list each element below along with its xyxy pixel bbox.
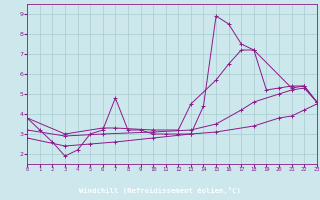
- Text: Windchill (Refroidissement éolien,°C): Windchill (Refroidissement éolien,°C): [79, 186, 241, 194]
